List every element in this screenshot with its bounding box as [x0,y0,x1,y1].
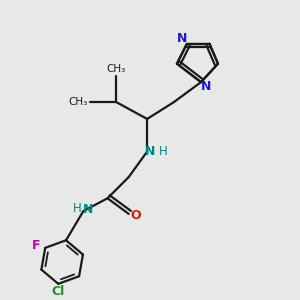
Text: H: H [158,145,167,158]
Text: O: O [130,209,141,222]
Text: F: F [32,238,40,251]
Text: N: N [176,32,187,45]
Text: CH₃: CH₃ [106,64,126,74]
Text: N: N [145,145,155,158]
Text: CH₃: CH₃ [68,97,87,107]
Text: H: H [74,202,82,215]
Text: Cl: Cl [51,285,64,298]
Text: N: N [83,203,94,216]
Text: N: N [201,80,211,93]
